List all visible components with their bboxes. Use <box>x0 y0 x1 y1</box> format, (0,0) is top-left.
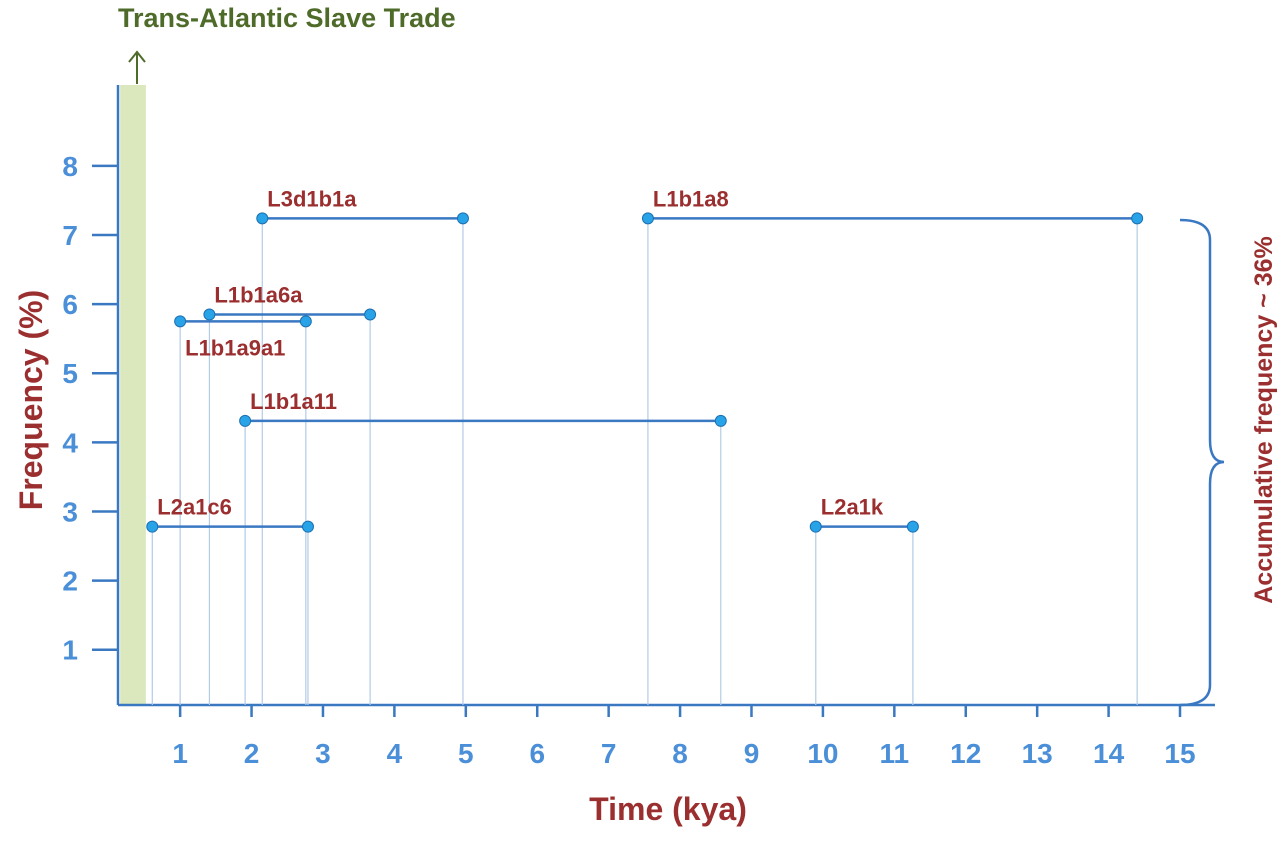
range-end <box>809 520 822 533</box>
series-label: L1b1a9a1 <box>185 335 285 360</box>
series-label: L2a1c6 <box>157 495 232 520</box>
brace <box>1179 218 1225 707</box>
y-tick-label: 5 <box>62 358 78 389</box>
range-end <box>299 315 312 328</box>
y-tick-label: 3 <box>62 496 78 527</box>
range-end <box>364 308 377 321</box>
annotation: Accumulative frequency ~ 36% <box>1250 236 1278 604</box>
y-tick-label: 1 <box>62 635 78 666</box>
x-tick-label: 13 <box>1022 738 1053 769</box>
x-tick-label: 14 <box>1093 738 1125 769</box>
x-tick-label: 10 <box>807 738 838 769</box>
highlight-label: Trans-Atlantic Slave Trade <box>118 3 456 33</box>
range-end <box>239 414 252 427</box>
x-tick-label: 2 <box>244 738 260 769</box>
range-end <box>301 520 314 533</box>
range-end <box>906 520 919 533</box>
series-label: L3d1b1a <box>267 186 357 211</box>
range-end <box>146 520 159 533</box>
y-axis-label: Frequency (%) <box>13 290 49 510</box>
x-tick-label: 15 <box>1164 738 1195 769</box>
x-axis-label: Time (kya) <box>589 791 747 827</box>
y-tick-label: 4 <box>62 427 78 458</box>
range-end <box>203 308 216 321</box>
y-tick-label: 8 <box>62 151 78 182</box>
x-tick-label: 4 <box>387 738 403 769</box>
y-tick-label: 7 <box>62 220 78 251</box>
range-end <box>456 212 469 225</box>
y-tick-label: 2 <box>62 566 78 597</box>
x-tick-label: 1 <box>172 738 188 769</box>
x-tick-label: 8 <box>672 738 688 769</box>
x-tick-label: 7 <box>601 738 617 769</box>
x-tick-label: 9 <box>744 738 760 769</box>
range-end <box>256 212 269 225</box>
x-tick-label: 6 <box>529 738 545 769</box>
range-end <box>714 414 727 427</box>
y-tick-label: 6 <box>62 289 78 320</box>
series-label: L1b1a11 <box>250 389 337 414</box>
x-tick-label: 5 <box>458 738 474 769</box>
arrow <box>128 50 146 84</box>
range-end <box>1131 212 1144 225</box>
highlight-band <box>120 85 146 705</box>
series-label: L1b1a8 <box>653 186 729 211</box>
range-end <box>641 212 654 225</box>
range-end <box>174 315 187 328</box>
series-label: L2a1k <box>821 495 884 520</box>
x-tick-label: 11 <box>880 738 910 769</box>
series-label: L1b1a6a <box>214 282 303 307</box>
x-tick-label: 3 <box>315 738 331 769</box>
x-tick-label: 12 <box>950 738 981 769</box>
